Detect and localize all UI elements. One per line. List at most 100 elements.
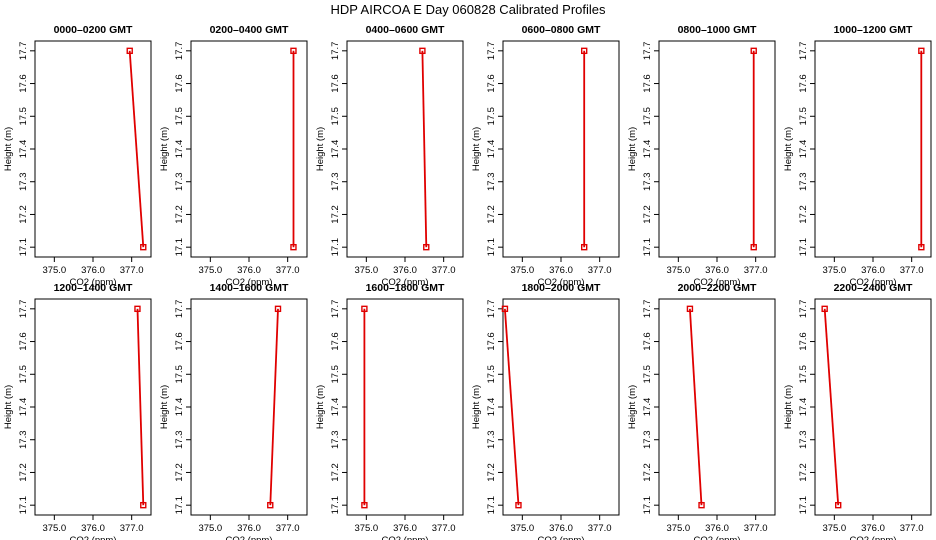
plot-frame — [346, 40, 464, 258]
y-tick-label: 17.1 — [18, 496, 29, 515]
y-tick-label: 17.4 — [330, 398, 341, 417]
panel-title: 1600–1800 GMT — [366, 282, 445, 294]
y-tick-label: 17.7 — [642, 42, 653, 61]
x-tick-label: 377.0 — [900, 523, 924, 534]
y-tick-label: 17.7 — [330, 42, 341, 61]
panel-4: 0600–0800 GMT 375.0 376.0 377.0 17.1 17.2 17.3… — [471, 24, 620, 288]
data-point — [581, 47, 588, 55]
panels-grid: 0000–0200 GMT 375.0 376.0 377.0 17.1 17.2 17.3… — [3, 24, 932, 540]
profile-line — [136, 308, 145, 506]
x-axis-label: CO2 (ppm) — [226, 277, 273, 288]
y-axis-label: Height (m) — [315, 127, 326, 171]
y-tick-label: 17.4 — [330, 140, 341, 159]
y-tick-label: 17.7 — [174, 300, 185, 319]
data-point — [686, 305, 694, 313]
plot-frame — [34, 298, 152, 516]
panel-9: 1600–1800 GMT 375.0 376.0 377.0 17.1 17.2 17.3… — [315, 282, 464, 540]
x-tick-label: 375.0 — [666, 265, 690, 276]
panel-title: 0800–1000 GMT — [678, 24, 757, 36]
x-tick-label: 377.0 — [276, 523, 300, 534]
x-tick-label: 375.0 — [42, 523, 66, 534]
data-point — [361, 305, 368, 313]
y-tick-label: 17.7 — [486, 300, 497, 319]
y-axis-label: Height (m) — [3, 127, 14, 171]
y-tick-label: 17.6 — [174, 332, 185, 351]
panel-title: 1000–1200 GMT — [834, 24, 913, 36]
data-point — [918, 47, 925, 55]
y-tick-label: 17.7 — [330, 300, 341, 319]
y-tick-label: 17.3 — [642, 172, 653, 191]
y-tick-label: 17.5 — [486, 365, 497, 384]
y-tick-label: 17.2 — [642, 463, 653, 482]
y-tick-label: 17.3 — [798, 172, 809, 191]
x-tick-label: 375.0 — [198, 265, 222, 276]
y-tick-label: 17.5 — [486, 107, 497, 126]
x-tick-label: 376.0 — [81, 523, 105, 534]
y-tick-label: 17.1 — [174, 496, 185, 515]
y-tick-label: 17.7 — [174, 42, 185, 61]
y-tick-label: 17.7 — [18, 300, 29, 319]
y-tick-label: 17.5 — [18, 365, 29, 384]
profile-line — [269, 308, 279, 506]
x-tick-label: 376.0 — [237, 523, 261, 534]
panel-12: 2200–2400 GMT 375.0 376.0 377.0 17.1 17.2 17.3… — [783, 282, 932, 540]
y-tick-label: 17.3 — [174, 430, 185, 449]
data-point — [290, 243, 297, 251]
x-tick-label: 377.0 — [120, 523, 144, 534]
y-tick-label: 17.6 — [798, 332, 809, 351]
data-point — [361, 501, 368, 509]
y-axis-label: Height (m) — [159, 127, 170, 171]
x-axis-label: CO2 (ppm) — [694, 535, 741, 540]
y-tick-label: 17.3 — [798, 430, 809, 449]
x-axis-label: CO2 (ppm) — [850, 535, 897, 540]
plot-frame — [190, 40, 308, 258]
x-tick-label: 377.0 — [744, 265, 768, 276]
y-axis-label: Height (m) — [315, 385, 326, 429]
panel-2: 0200–0400 GMT 375.0 376.0 377.0 17.1 17.2 17.3… — [159, 24, 308, 288]
panel-10: 1800–2000 GMT 375.0 376.0 377.0 17.1 17.2 17.3… — [471, 282, 620, 540]
y-tick-label: 17.4 — [798, 398, 809, 417]
y-tick-label: 17.6 — [642, 332, 653, 351]
y-tick-label: 17.7 — [798, 300, 809, 319]
x-tick-label: 376.0 — [549, 523, 573, 534]
panel-title: 0000–0200 GMT — [54, 24, 133, 36]
x-tick-label: 376.0 — [393, 265, 417, 276]
x-axis-label: CO2 (ppm) — [226, 535, 273, 540]
y-tick-label: 17.1 — [642, 496, 653, 515]
x-tick-label: 376.0 — [861, 523, 885, 534]
y-tick-label: 17.3 — [330, 430, 341, 449]
y-tick-label: 17.1 — [330, 238, 341, 257]
y-tick-label: 17.1 — [18, 238, 29, 257]
x-tick-label: 376.0 — [549, 265, 573, 276]
data-point — [515, 501, 522, 509]
y-tick-label: 17.6 — [642, 74, 653, 93]
panel-title: 2000–2200 GMT — [678, 282, 757, 294]
y-axis-label: Height (m) — [783, 385, 794, 429]
data-point — [581, 243, 588, 251]
y-tick-label: 17.3 — [18, 430, 29, 449]
x-tick-label: 376.0 — [81, 265, 105, 276]
x-tick-label: 376.0 — [237, 265, 261, 276]
y-tick-label: 17.6 — [330, 332, 341, 351]
data-point — [918, 243, 925, 251]
x-tick-label: 375.0 — [354, 265, 378, 276]
x-tick-label: 376.0 — [705, 265, 729, 276]
y-tick-label: 17.4 — [174, 140, 185, 159]
panel-title: 1400–1600 GMT — [210, 282, 289, 294]
data-point — [274, 305, 282, 313]
data-point — [821, 305, 828, 313]
panel-title: 0400–0600 GMT — [366, 24, 445, 36]
y-tick-label: 17.1 — [486, 496, 497, 515]
y-tick-label: 17.5 — [174, 365, 185, 384]
y-tick-label: 17.5 — [330, 365, 341, 384]
y-tick-label: 17.3 — [330, 172, 341, 191]
profile-line — [689, 308, 703, 506]
x-tick-label: 377.0 — [120, 265, 144, 276]
x-axis-label: CO2 (ppm) — [70, 535, 117, 540]
y-tick-label: 17.5 — [330, 107, 341, 126]
panel-8: 1400–1600 GMT 375.0 376.0 377.0 17.1 17.2 17.3… — [159, 282, 308, 540]
y-tick-label: 17.1 — [486, 238, 497, 257]
y-tick-label: 17.4 — [642, 140, 653, 159]
x-tick-label: 375.0 — [822, 265, 846, 276]
data-point — [126, 47, 133, 55]
